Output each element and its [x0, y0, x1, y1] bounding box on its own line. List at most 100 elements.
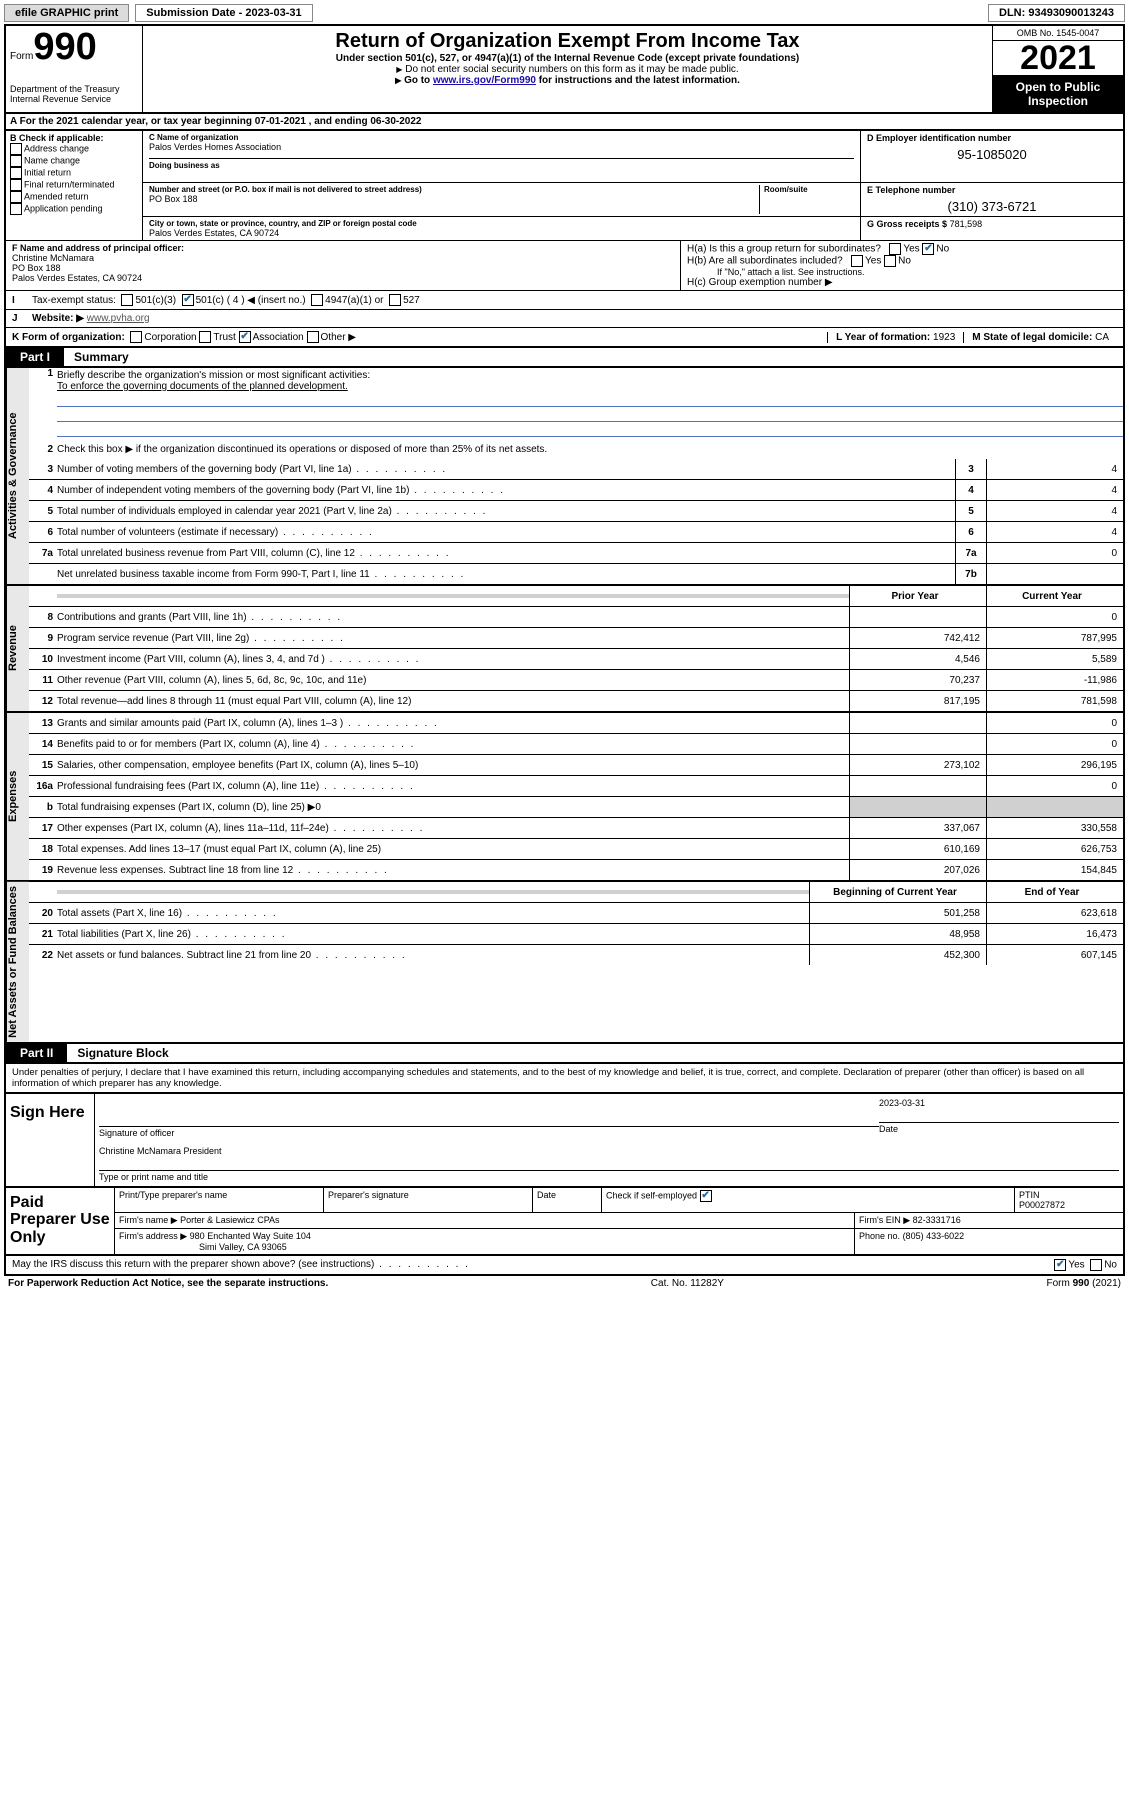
ha-group-return: H(a) Is this a group return for subordin…: [687, 243, 1117, 255]
officer-printed-name: Christine McNamara President: [99, 1146, 1119, 1156]
tax-year: 2021: [993, 41, 1123, 76]
form-word: Form: [10, 51, 33, 62]
signature-date: 2023-03-31: [879, 1098, 1119, 1108]
q6: Total number of volunteers (estimate if …: [57, 525, 955, 540]
part1-header: Part I Summary: [4, 348, 1125, 368]
col-boy: Beginning of Current Year: [809, 882, 986, 902]
v7a: 0: [986, 543, 1123, 563]
ein-value: 95-1085020: [867, 143, 1117, 162]
hb-yes[interactable]: [851, 255, 863, 267]
discuss-yes[interactable]: [1054, 1259, 1066, 1271]
v4: 4: [986, 480, 1123, 500]
street-value: PO Box 188: [149, 194, 759, 204]
check-application-pending[interactable]: [10, 203, 22, 215]
row-fh: F Name and address of principal officer:…: [4, 241, 1125, 291]
check-4947[interactable]: [311, 294, 323, 306]
prep-ptin: PTINP00027872: [1015, 1188, 1123, 1212]
q4: Number of independent voting members of …: [57, 483, 955, 498]
hb-subordinates: H(b) Are all subordinates included? Yes …: [687, 255, 1117, 267]
check-501c3[interactable]: [121, 294, 133, 306]
ein-label: D Employer identification number: [867, 133, 1117, 143]
q10: Investment income (Part VIII, column (A)…: [57, 652, 849, 667]
dba-label: Doing business as: [149, 158, 854, 170]
q16b: Total fundraising expenses (Part IX, col…: [57, 800, 849, 815]
v3: 4: [986, 459, 1123, 479]
col-current-year: Current Year: [986, 586, 1123, 606]
q3: Number of voting members of the governin…: [57, 462, 955, 477]
officer-label: F Name and address of principal officer:: [12, 243, 674, 253]
q13: Grants and similar amounts paid (Part IX…: [57, 716, 849, 731]
check-name-change[interactable]: [10, 155, 22, 167]
street-label: Number and street (or P.O. box if mail i…: [149, 185, 759, 194]
v6: 4: [986, 522, 1123, 542]
check-final-return[interactable]: [10, 179, 22, 191]
vstrip-net-assets: Net Assets or Fund Balances: [6, 882, 29, 1042]
check-self-employed[interactable]: [700, 1190, 712, 1202]
instructions-link[interactable]: www.irs.gov/Form990: [433, 75, 536, 86]
check-527[interactable]: [389, 294, 401, 306]
check-initial-return[interactable]: [10, 167, 22, 179]
city-value: Palos Verdes Estates, CA 90724: [149, 228, 854, 238]
prep-self-employed: Check if self-employed: [602, 1188, 1015, 1212]
check-corporation[interactable]: [130, 331, 142, 343]
gross-receipts-value: 781,598: [950, 219, 983, 229]
q11: Other revenue (Part VIII, column (A), li…: [57, 673, 849, 688]
firm-addr1: 980 Enchanted Way Suite 104: [190, 1231, 311, 1241]
check-501c[interactable]: [182, 294, 194, 306]
dept-label: Department of the Treasury Internal Reve…: [10, 84, 138, 104]
hb-note: If "No," attach a list. See instructions…: [687, 267, 1117, 277]
v7b: [986, 564, 1123, 584]
vstrip-activities: Activities & Governance: [6, 368, 29, 584]
vstrip-expenses: Expenses: [6, 713, 29, 880]
firm-phone: (805) 433-6022: [903, 1231, 965, 1241]
form-subtitle: Under section 501(c), 527, or 4947(a)(1)…: [153, 53, 982, 64]
check-amended-return[interactable]: [10, 191, 22, 203]
org-name: Palos Verdes Homes Association: [149, 142, 854, 152]
telephone-label: E Telephone number: [867, 185, 1117, 195]
gross-receipts-label: G Gross receipts $: [867, 219, 947, 229]
hb-no[interactable]: [884, 255, 896, 267]
q16a: Professional fundraising fees (Part IX, …: [57, 779, 849, 794]
mission-text: To enforce the governing documents of th…: [57, 381, 1123, 392]
q19: Revenue less expenses. Subtract line 18 …: [57, 863, 849, 878]
row-i: I Tax-exempt status: 501(c)(3) 501(c) ( …: [4, 291, 1125, 310]
q12: Total revenue—add lines 8 through 11 (mu…: [57, 694, 849, 709]
telephone-value: (310) 373-6721: [867, 195, 1117, 214]
q18: Total expenses. Add lines 13–17 (must eq…: [57, 842, 849, 857]
ha-yes[interactable]: [889, 243, 901, 255]
section-a-tax-year: A For the 2021 calendar year, or tax yea…: [4, 114, 1125, 131]
discuss-row: May the IRS discuss this return with the…: [4, 1256, 1125, 1276]
q2-discontinue: Check this box ▶ if the organization dis…: [57, 442, 1123, 457]
col-prior-year: Prior Year: [849, 586, 986, 606]
check-association[interactable]: [239, 331, 251, 343]
q7a: Total unrelated business revenue from Pa…: [57, 546, 955, 561]
q15: Salaries, other compensation, employee b…: [57, 758, 849, 773]
firm-addr2: Simi Valley, CA 93065: [119, 1242, 287, 1252]
row-j: J Website: ▶ www.pvha.org: [4, 310, 1125, 328]
q5: Total number of individuals employed in …: [57, 504, 955, 519]
efile-print-button[interactable]: efile GRAPHIC print: [4, 4, 129, 22]
discuss-no[interactable]: [1090, 1259, 1102, 1271]
state-domicile: CA: [1095, 332, 1109, 343]
officer-addr1: PO Box 188: [12, 263, 674, 273]
form-title: Return of Organization Exempt From Incom…: [153, 30, 982, 53]
top-toolbar: efile GRAPHIC print Submission Date - 20…: [4, 4, 1125, 22]
perjury-statement: Under penalties of perjury, I declare th…: [4, 1064, 1125, 1094]
vstrip-revenue: Revenue: [6, 586, 29, 711]
q17: Other expenses (Part IX, column (A), lin…: [57, 821, 849, 836]
check-address-change[interactable]: [10, 143, 22, 155]
ha-no[interactable]: [922, 243, 934, 255]
city-label: City or town, state or province, country…: [149, 219, 854, 228]
printed-name-label: Type or print name and title: [99, 1170, 1119, 1182]
website-link[interactable]: www.pvha.org: [87, 313, 150, 324]
q21: Total liabilities (Part X, line 26): [57, 927, 809, 942]
form-header: Form990 Department of the Treasury Inter…: [4, 24, 1125, 114]
check-trust[interactable]: [199, 331, 211, 343]
check-other[interactable]: [307, 331, 319, 343]
v5: 4: [986, 501, 1123, 521]
section-b-checkboxes: B Check if applicable: Address change Na…: [6, 131, 143, 240]
prep-date-header: Date: [533, 1188, 602, 1212]
paid-preparer-block: Paid Preparer Use Only Print/Type prepar…: [4, 1188, 1125, 1256]
year-formation: 1923: [933, 332, 955, 343]
info-grid: B Check if applicable: Address change Na…: [4, 131, 1125, 241]
